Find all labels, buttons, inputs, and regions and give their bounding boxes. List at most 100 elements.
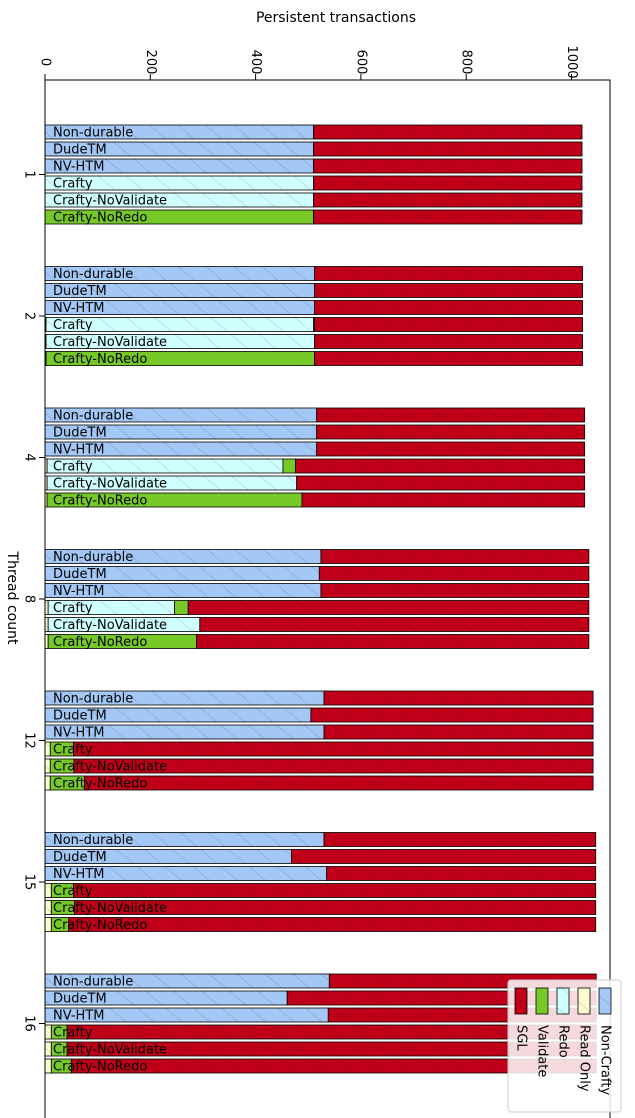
y-axis-title: Thread count <box>4 551 20 645</box>
bar-segment-hatch <box>48 617 200 632</box>
bar-segment-hatch <box>47 476 297 490</box>
bar-segment-hatch <box>314 300 583 315</box>
bar-label: Crafty-NoRedo <box>53 494 147 509</box>
x-tick-label: 600 <box>353 50 368 75</box>
bar-segment-hatch <box>188 600 589 615</box>
bar-label: Crafty-NoValidate <box>53 335 167 350</box>
bar-segment-validate <box>282 458 297 474</box>
bar-segment-hatch <box>313 142 583 156</box>
bar-segment-hatch <box>71 1059 597 1073</box>
legend-swatch-hatch <box>557 988 569 1014</box>
legend-label: SGL <box>514 1025 529 1051</box>
bar-label: Crafty <box>53 318 93 333</box>
thread-count-label: 8 <box>22 595 37 603</box>
legend-label: Redo <box>556 1025 571 1058</box>
bar-segment-hatch <box>324 832 596 847</box>
bar-segment-validate <box>174 600 189 615</box>
bar-label: Crafty <box>53 743 93 758</box>
bar-label: Crafty-NoRedo <box>53 918 147 933</box>
bar-segment-hatch <box>45 900 52 915</box>
bar-label: DudeTM <box>53 850 107 865</box>
bar-label: NV-HTM <box>53 584 104 599</box>
bar-segment-hatch <box>45 866 327 881</box>
x-tick-label: 0 <box>38 58 53 66</box>
bar-segment-hatch <box>48 600 175 615</box>
bar-segment-hatch <box>199 617 589 632</box>
bar-segment-hatch <box>313 210 583 224</box>
bar-segment-hatch <box>45 125 314 139</box>
bar-segment-hatch <box>45 425 317 439</box>
bar-label: DudeTM <box>53 426 107 441</box>
legend-swatch <box>535 987 549 1015</box>
bar-segment-hatch <box>68 917 596 932</box>
bar-segment-hatch <box>45 459 48 473</box>
bar-segment-hatch <box>314 334 583 349</box>
x-axis-title: Persistent transactions <box>256 10 416 26</box>
bar-segment-hatch <box>313 176 583 190</box>
bar-segment-hatch <box>45 725 325 739</box>
bar-segment-hatch <box>295 459 585 473</box>
legend-swatch-hatch <box>515 988 527 1014</box>
bar-segment-hatch <box>326 866 596 881</box>
legend: Non-Crafty Read Only Redo Validate SGL <box>507 979 622 1113</box>
bar-segment-hatch <box>313 193 583 207</box>
bar-segment-hatch <box>45 849 292 864</box>
bar-label: NV-HTM <box>53 726 104 741</box>
bar-segment-hatch <box>45 708 311 722</box>
bar-segment-hatch <box>47 459 283 473</box>
bar-segment-hatch <box>314 266 583 281</box>
bar-segment-hatch <box>45 142 314 156</box>
bar-label: Crafty <box>53 1026 93 1041</box>
bar-label: DudeTM <box>53 284 107 299</box>
bar-segment-hatch <box>45 991 288 1005</box>
bar-label: Crafty-NoRedo <box>53 211 147 226</box>
bar-segment-hatch <box>310 708 594 722</box>
bar-segment-hatch <box>301 493 585 507</box>
bar-segment-hatch <box>45 1059 52 1073</box>
bar-segment-hatch <box>45 334 47 349</box>
bar-label: Crafty-NoValidate <box>53 901 167 916</box>
bar-segment-hatch <box>45 193 314 207</box>
bar-label: DudeTM <box>53 143 107 158</box>
bar-segment-hatch <box>45 283 315 298</box>
bar-segment-hatch <box>45 691 325 705</box>
bar-segment-hatch <box>46 334 315 349</box>
thread-count-label: 12 <box>22 732 37 749</box>
bar-label: Crafty-NoRedo <box>53 777 147 792</box>
bar-segment-hatch <box>45 351 47 366</box>
bar-label: DudeTM <box>53 992 107 1007</box>
bar-label: Crafty-NoValidate <box>53 618 167 633</box>
bar-segment-hatch <box>45 1042 52 1056</box>
bar-segment-hatch <box>45 600 49 615</box>
bar-segment-hatch <box>73 883 596 898</box>
bar-segment-hatch <box>45 300 315 315</box>
bar-segment-hatch <box>45 617 49 632</box>
bar-segment-hatch <box>45 1008 329 1022</box>
bar-label: NV-HTM <box>53 1009 104 1024</box>
bar-label: DudeTM <box>53 567 107 582</box>
bar-label: Crafty-NoRedo <box>53 1060 147 1075</box>
bar-segment-hatch <box>45 266 315 281</box>
bar-segment-hatch <box>45 1025 52 1039</box>
bar-label: Crafty <box>53 177 93 192</box>
bar-segment-hatch <box>320 549 589 564</box>
bar-segment-hatch <box>45 566 320 581</box>
bar-segment-hatch <box>324 691 594 705</box>
bar-segment-hatch <box>320 583 589 598</box>
bar-segment-hatch <box>45 176 314 190</box>
bar-segment-hatch <box>45 776 51 790</box>
bar-segment-hatch <box>314 351 583 366</box>
thread-count-label: 15 <box>22 874 37 891</box>
bar-label: Crafty <box>53 601 93 616</box>
legend-swatch-hatch <box>599 988 611 1014</box>
bar-label: DudeTM <box>53 709 107 724</box>
legend-swatch-hatch <box>578 988 590 1014</box>
bar-segment-hatch <box>45 759 51 773</box>
bar-segment-hatch <box>45 408 317 422</box>
x-tick-label: 1000 <box>564 45 579 78</box>
bar-segment-hatch <box>316 408 585 422</box>
bar-segment-hatch <box>67 1042 597 1056</box>
thread-count-label: 1 <box>22 170 37 178</box>
bar-segment-hatch <box>45 476 48 490</box>
x-tick-label: 400 <box>248 50 263 75</box>
